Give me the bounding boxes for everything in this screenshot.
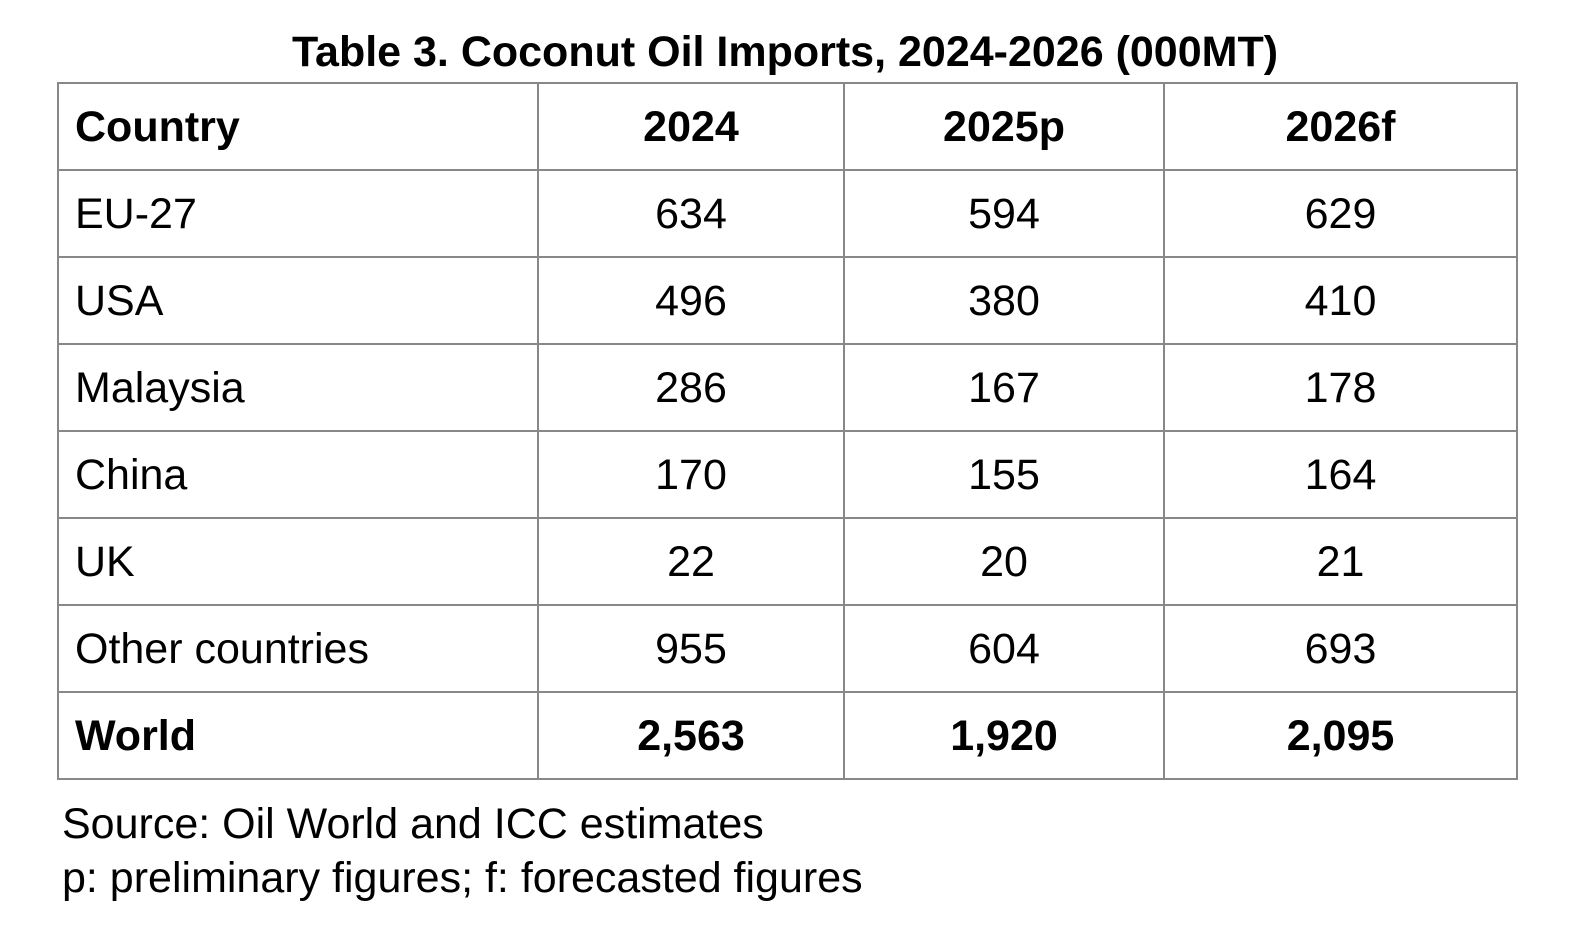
country-cell: China	[57, 430, 539, 519]
legend-note: p: preliminary figures; f: forecasted fi…	[62, 854, 863, 902]
value-2025p-cell: 167	[843, 343, 1165, 432]
total-label-cell: World	[57, 691, 539, 780]
value-2024-cell: 955	[537, 604, 845, 693]
table-row: Other countries 955 604 693	[57, 604, 1518, 693]
value-2024-cell: 634	[537, 169, 845, 258]
value-2024-cell: 286	[537, 343, 845, 432]
value-2026f-cell: 629	[1163, 169, 1518, 258]
value-2024-cell: 496	[537, 256, 845, 345]
table-row: EU-27 634 594 629	[57, 169, 1518, 258]
value-2026f-cell: 21	[1163, 517, 1518, 606]
value-2025p-cell: 20	[843, 517, 1165, 606]
value-2026f-cell: 164	[1163, 430, 1518, 519]
value-2025p-cell: 380	[843, 256, 1165, 345]
value-2024-cell: 22	[537, 517, 845, 606]
header-country: Country	[57, 82, 539, 171]
country-cell: UK	[57, 517, 539, 606]
country-cell: EU-27	[57, 169, 539, 258]
total-2025p-cell: 1,920	[843, 691, 1165, 780]
value-2026f-cell: 693	[1163, 604, 1518, 693]
country-cell: Other countries	[57, 604, 539, 693]
header-2025p: 2025p	[843, 82, 1165, 171]
value-2026f-cell: 410	[1163, 256, 1518, 345]
value-2025p-cell: 155	[843, 430, 1165, 519]
table-title: Table 3. Coconut Oil Imports, 2024-2026 …	[291, 28, 1279, 76]
country-cell: USA	[57, 256, 539, 345]
value-2025p-cell: 604	[843, 604, 1165, 693]
header-row: Country 2024 2025p 2026f	[57, 82, 1518, 171]
table-row: Malaysia 286 167 178	[57, 343, 1518, 432]
total-row: World 2,563 1,920 2,095	[57, 691, 1518, 780]
value-2025p-cell: 594	[843, 169, 1165, 258]
value-2026f-cell: 178	[1163, 343, 1518, 432]
total-2024-cell: 2,563	[537, 691, 845, 780]
table-row: China 170 155 164	[57, 430, 1518, 519]
table-row: UK 22 20 21	[57, 517, 1518, 606]
coconut-oil-imports-table: Country 2024 2025p 2026f EU-27 634 594 6…	[57, 82, 1518, 780]
table-row: USA 496 380 410	[57, 256, 1518, 345]
value-2024-cell: 170	[537, 430, 845, 519]
header-2024: 2024	[537, 82, 845, 171]
total-2026f-cell: 2,095	[1163, 691, 1518, 780]
source-note: Source: Oil World and ICC estimates	[62, 800, 764, 848]
country-cell: Malaysia	[57, 343, 539, 432]
header-2026f: 2026f	[1163, 82, 1518, 171]
